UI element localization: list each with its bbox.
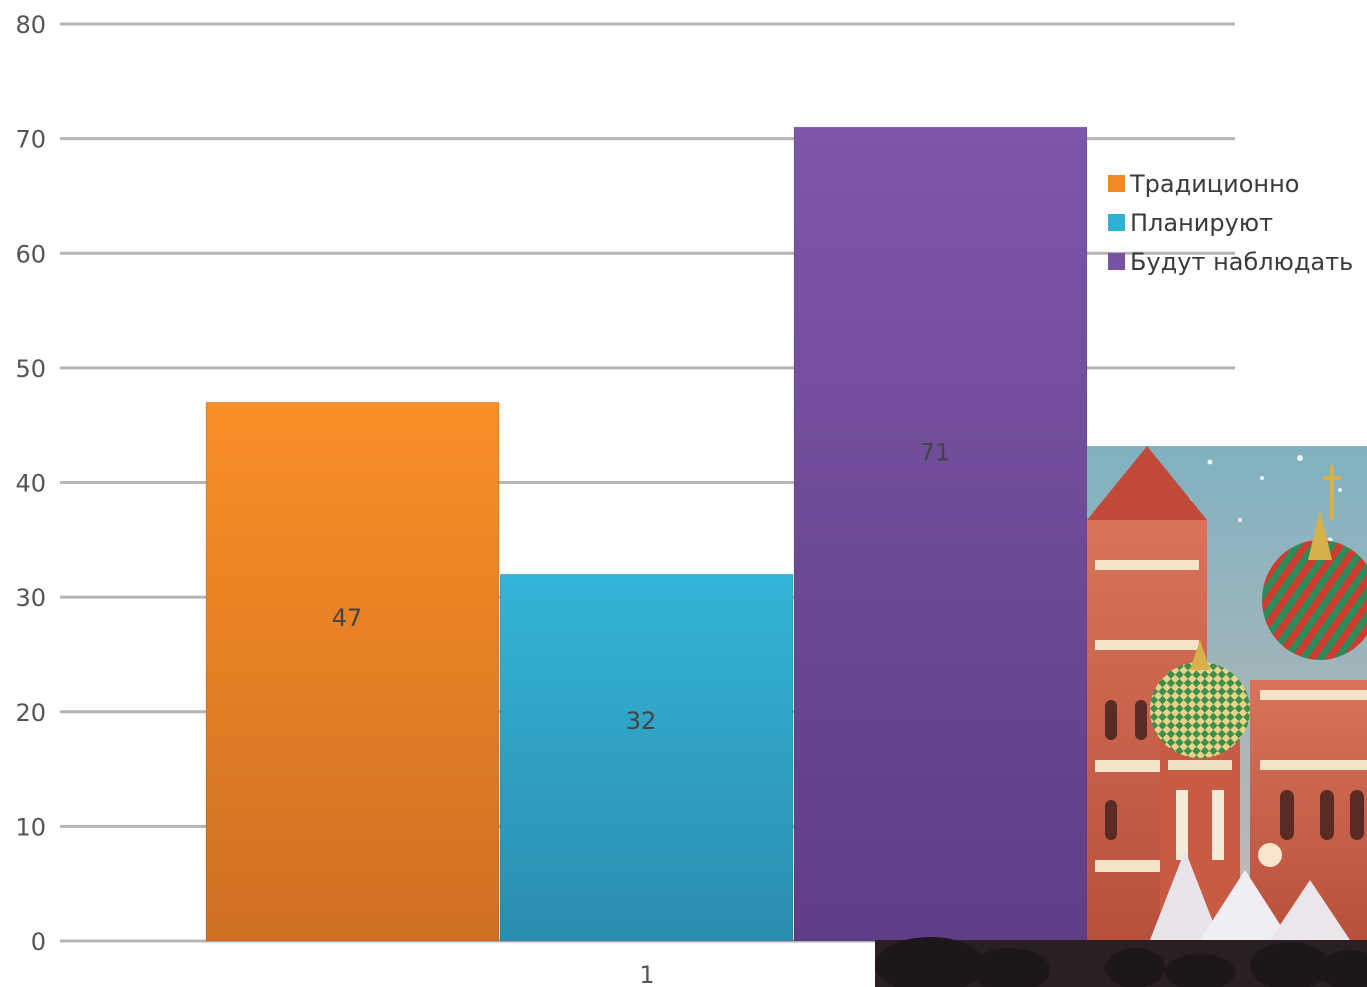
bars bbox=[205, 126, 1088, 942]
y-axis-ticks: 0 10 20 30 40 50 60 70 80 bbox=[15, 11, 46, 956]
legend-swatch bbox=[1108, 214, 1125, 231]
y-tick-label: 80 bbox=[15, 11, 46, 39]
y-tick-label: 30 bbox=[15, 584, 46, 612]
y-tick-label: 70 bbox=[15, 126, 46, 154]
data-label: 47 bbox=[332, 604, 363, 632]
y-tick-label: 10 bbox=[15, 813, 46, 841]
cathedral-photo bbox=[875, 446, 1367, 987]
y-tick-label: 40 bbox=[15, 470, 46, 498]
y-tick-label: 0 bbox=[31, 928, 46, 956]
legend-label: Планируют bbox=[1130, 209, 1273, 237]
bar-1 bbox=[205, 401, 500, 942]
bar-3 bbox=[793, 126, 1088, 942]
legend-label: Традиционно bbox=[1129, 170, 1299, 198]
bar-2 bbox=[499, 573, 794, 942]
data-labels: 47 32 71 bbox=[332, 439, 951, 735]
x-tick-label: 1 bbox=[639, 961, 654, 987]
x-axis-ticks: 1 bbox=[639, 961, 654, 987]
data-label: 71 bbox=[920, 439, 951, 467]
y-tick-label: 50 bbox=[15, 355, 46, 383]
legend: Традиционно Планируют Будут наблюдать bbox=[1108, 170, 1353, 276]
data-label: 32 bbox=[626, 707, 657, 735]
y-tick-label: 20 bbox=[15, 699, 46, 727]
legend-label: Будут наблюдать bbox=[1130, 248, 1353, 276]
legend-swatch bbox=[1108, 253, 1125, 270]
y-tick-label: 60 bbox=[15, 240, 46, 268]
legend-swatch bbox=[1108, 175, 1125, 192]
